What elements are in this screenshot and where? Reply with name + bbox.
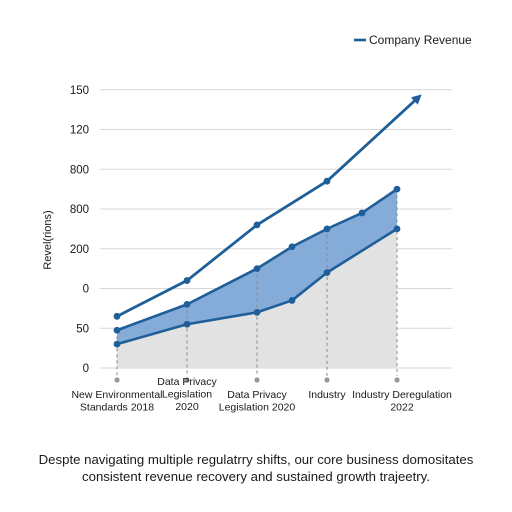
company-revenue-point — [113, 312, 121, 320]
company-revenue-point — [183, 277, 191, 284]
x-category-label: Data Privacy Legislation 2020 — [157, 376, 217, 413]
y-tick-label: 800 — [70, 164, 89, 176]
x-category-label: Data Privacy Legislation 2020 — [219, 389, 296, 414]
y-tick-label: 150 — [70, 85, 89, 97]
band-upper-point — [393, 185, 401, 193]
band-lower-line — [116, 227, 398, 346]
drop-lines — [116, 189, 398, 376]
x-category-label: Industry — [308, 389, 346, 401]
band-lower-point — [113, 340, 121, 348]
company-revenue-point — [323, 177, 331, 185]
x-category-marker — [324, 377, 330, 383]
band-upper-point — [183, 301, 191, 308]
legend: Company Revenue — [354, 33, 472, 47]
x-category-label: New Environmental Standards 2018 — [71, 389, 162, 414]
y-tick-label: 0 — [83, 363, 89, 375]
band-lower-point — [323, 269, 331, 276]
company-revenue-point — [253, 221, 261, 229]
y-tick-label: 120 — [70, 125, 89, 137]
y-axis-ticks: 0 50 0 200 800 800 120 150 — [70, 85, 89, 375]
x-category-label: Industry Deregulation 2022 — [352, 389, 452, 414]
band-upper-point — [113, 326, 121, 334]
band-lower-point — [253, 308, 261, 316]
y-tick-label: 0 — [83, 284, 89, 296]
band-upper-point — [253, 265, 261, 273]
band-lower-point — [288, 297, 296, 304]
chart-caption: Despte navigating multiple regulatrry sh… — [38, 452, 474, 484]
y-tick-label: 50 — [76, 323, 89, 335]
x-category-marker — [254, 377, 260, 383]
band-lower-point — [183, 320, 191, 328]
series-points — [113, 177, 401, 348]
x-category-marker — [394, 377, 400, 383]
band-lower-point — [393, 225, 401, 233]
band-upper-point — [358, 209, 366, 217]
band-upper-point — [323, 225, 331, 233]
x-category-marker — [184, 377, 190, 383]
legend-label-company-revenue: Company Revenue — [369, 33, 472, 47]
band-upper-point — [288, 243, 296, 251]
y-tick-label: 800 — [70, 204, 89, 216]
y-axis-label: Revel(rions) — [42, 210, 54, 269]
x-category-marker — [114, 377, 120, 383]
y-tick-label: 200 — [70, 244, 89, 256]
